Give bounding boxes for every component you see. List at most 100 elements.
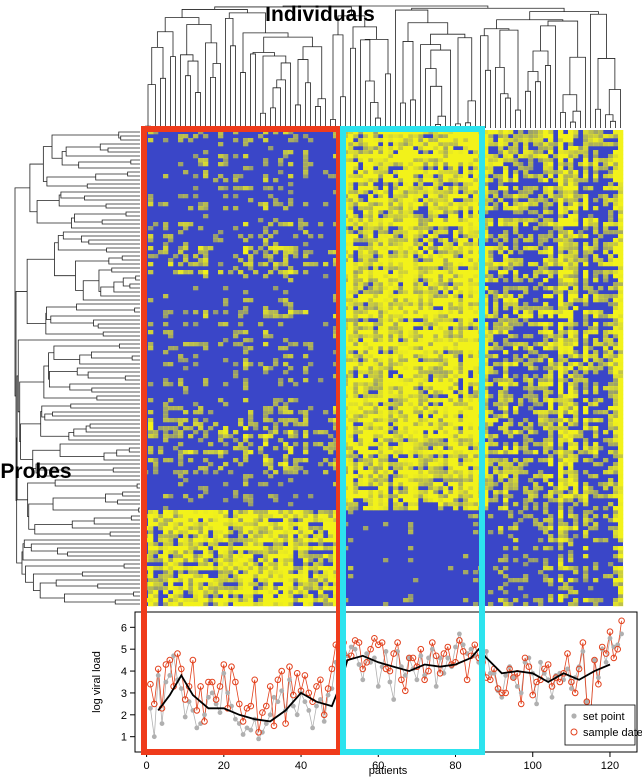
heatmap-cell [563,378,569,383]
heatmap-cell [303,422,309,427]
heatmap-cell [413,358,419,363]
heatmap-cell [388,434,394,439]
heatmap-cell [618,270,624,275]
heatmap-cell [423,298,429,303]
heatmap-cell [473,366,479,371]
heatmap-cell [163,426,169,431]
heatmap-cell [178,382,184,387]
heatmap-cell [503,458,509,463]
heatmap-cell [163,310,169,315]
heatmap-cell [383,410,389,415]
heatmap-cell [398,226,404,231]
heatmap-cell [218,186,224,191]
heatmap-cell [488,266,494,271]
heatmap-cell [278,162,284,167]
heatmap-cell [603,166,609,171]
heatmap-cell [213,238,219,243]
heatmap-cell [613,370,619,375]
heatmap-cell [513,142,519,147]
heatmap-cell [483,350,489,355]
heatmap-cell [573,254,579,259]
heatmap-cell [413,378,419,383]
dendrogram-branch [337,15,366,35]
heatmap-cell [263,158,269,163]
dendrogram-branch [147,84,156,128]
heatmap-cell [288,434,294,439]
dendrogram-branch [430,85,443,128]
heatmap-cell [428,202,434,207]
heatmap-cell [218,130,224,135]
heatmap-cell [348,466,354,471]
heatmap-cell [583,458,589,463]
dendrogram-branch [595,108,601,128]
heatmap-cell [473,198,479,203]
heatmap-cell [383,270,389,275]
heatmap-cell [578,366,584,371]
heatmap-cell [403,482,409,487]
heatmap-cell [403,330,409,335]
heatmap-cell [403,230,409,235]
heatmap-cell [373,330,379,335]
heatmap-cell [173,446,179,451]
dendrogram-branch [560,112,566,128]
heatmap-cell [428,162,434,167]
heatmap-cell [543,426,549,431]
heatmap-cell [553,226,559,231]
heatmap-cell [303,510,309,515]
heatmap-cell [613,302,619,307]
heatmap-cell [568,442,574,447]
heatmap-cell [488,422,494,427]
heatmap-cell [438,278,444,283]
heatmap-cell [413,206,419,211]
heatmap-cell [563,338,569,343]
heatmap-cell [593,154,599,159]
heatmap-cell [418,422,424,427]
heatmap-cell [583,486,589,491]
heatmap-cell [373,314,379,319]
heatmap-cell [608,162,614,167]
heatmap-cell [418,302,424,307]
heatmap-cell [363,270,369,275]
heatmap-cell [458,302,464,307]
heatmap-cell [388,254,394,259]
heatmap-cell [593,130,599,135]
heatmap-cell [563,402,569,407]
heatmap-cell [238,330,244,335]
heatmap-cell [148,422,154,427]
heatmap-cell [598,130,604,135]
heatmap-cell [403,262,409,267]
heatmap-cell [353,282,359,287]
heatmap-cell [438,386,444,391]
heatmap-cell [468,294,474,299]
heatmap-cell [348,238,354,243]
heatmap-cell [558,362,564,367]
heatmap-cell [528,426,534,431]
heatmap-cell [583,386,589,391]
heatmap-cell [288,222,294,227]
dendrogram-branch [352,26,377,49]
heatmap-cell [363,410,369,415]
heatmap-cell [428,254,434,259]
heatmap-cell [368,174,374,179]
heatmap-cell [473,406,479,411]
heatmap-cell [408,146,414,151]
heatmap-cell [348,206,354,211]
heatmap-cell [453,438,459,443]
heatmap-cell [203,486,209,491]
heatmap-cell [453,418,459,423]
heatmap-cell [453,190,459,195]
heatmap-cell [583,318,589,323]
heatmap-cell [598,314,604,319]
heatmap-cell [413,310,419,315]
heatmap-cell [398,406,404,411]
heatmap-cell [543,250,549,255]
heatmap-cell [603,338,609,343]
heatmap-cell [308,138,314,143]
heatmap-cell [543,378,549,383]
heatmap-cell [363,274,369,279]
heatmap-cell [498,346,504,351]
heatmap-cell [513,374,519,379]
heatmap-cell [428,166,434,171]
heatmap-cell [263,454,269,459]
heatmap-cell [388,326,394,331]
